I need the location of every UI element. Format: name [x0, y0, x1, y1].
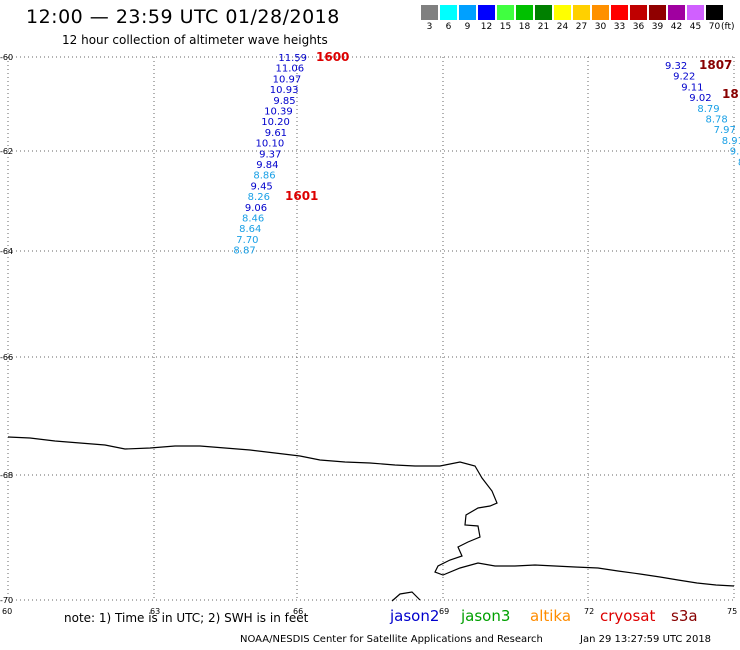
wave-height-value: 8.87 [233, 246, 255, 257]
wave-height-value: 10.10 [256, 139, 285, 150]
wave-height-value: 10.93 [270, 85, 299, 96]
scale-label: 24 [556, 22, 569, 32]
scale-swatch [440, 5, 457, 20]
generated-timestamp: Jan 29 13:27:59 UTC 2018 [580, 634, 712, 645]
scale-label: 30 [594, 22, 607, 32]
scale-unit: (ft) [721, 22, 735, 32]
scale-label: 15 [499, 22, 512, 32]
wave-height-value: 9.11 [681, 82, 703, 93]
wave-height-value: 8.86 [253, 171, 275, 182]
lon-tick-label: 72 [584, 607, 594, 616]
lat-lon-grid: -60 -62 -64 -66 -68 -70 60 63 66 69 72 75 [0, 53, 737, 616]
wave-height-value: 7.97 [714, 125, 736, 136]
scale-label: 3 [426, 22, 433, 32]
pass-time-label: 1807 [699, 58, 732, 72]
lon-tick-label: 66 [293, 607, 303, 616]
lat-tick-label: -68 [0, 471, 13, 480]
wave-height-value: 9.61 [265, 128, 287, 139]
scale-swatch [516, 5, 533, 20]
lat-tick-label: -66 [0, 353, 13, 362]
scale-label: 18 [518, 22, 531, 32]
legend-jason2: jason2 [390, 607, 440, 625]
scale-swatch [611, 5, 628, 20]
scale-swatch [687, 5, 704, 20]
wave-height-value: 10.39 [264, 107, 293, 118]
wave-height-value: 8.91 [722, 136, 740, 147]
wave-height-value: 10.20 [261, 117, 290, 128]
map-subtitle: 12 hour collection of altimeter wave hei… [62, 33, 328, 47]
wave-height-value: 9.0 [730, 147, 740, 158]
scale-swatch [630, 5, 647, 20]
wave-height-value: 9.84 [256, 160, 278, 171]
lat-tick-label: -70 [0, 596, 13, 605]
wave-height-value: 11.59 [278, 53, 307, 64]
scale-label: 6 [445, 22, 452, 32]
wave-height-value: 8.64 [239, 224, 261, 235]
wave-height-value: 9.37 [259, 149, 281, 160]
map-title: 12:00 — 23:59 UTC 01/28/2018 [26, 6, 340, 28]
lat-tick-label: -60 [0, 53, 13, 62]
pass-time-label: 1600 [316, 50, 349, 64]
scale-swatch [478, 5, 495, 20]
lat-tick-label: -64 [0, 247, 13, 256]
wave-height-value: 8.79 [697, 104, 719, 115]
scale-swatch [649, 5, 666, 20]
scale-label: 39 [651, 22, 664, 32]
wave-height-value: 9.02 [689, 93, 711, 104]
pass-time-label: 1601 [285, 189, 318, 203]
wave-height-value: 8.46 [242, 214, 264, 225]
wave-height-value: 10.97 [273, 74, 302, 85]
scale-label: 33 [613, 22, 626, 32]
scale-label: 12 [480, 22, 493, 32]
lon-tick-label: 75 [727, 607, 737, 616]
scale-swatch [459, 5, 476, 20]
scale-label: 45 [689, 22, 702, 32]
coastline [7, 436, 735, 587]
pass-time-labels: 1600 1601 1807 18 [285, 50, 739, 203]
wave-height-value: 9.06 [245, 203, 267, 214]
wave-height-value: 9.45 [251, 181, 273, 192]
wave-height-value: 7.70 [236, 235, 258, 246]
wave-height-value: 8.78 [706, 115, 728, 126]
pass-time-label: 18 [722, 87, 739, 101]
altimeter-observations: 11.5911.0610.9710.939.8510.3910.209.6110… [233, 53, 740, 257]
scale-label: 9 [464, 22, 471, 32]
scale-label: 36 [632, 22, 645, 32]
legend-jason3: jason3 [461, 607, 511, 625]
wave-height-value: 9.32 [665, 61, 687, 72]
scale-label: 42 [670, 22, 683, 32]
scale-swatch [573, 5, 590, 20]
legend-altika: altika [530, 607, 572, 625]
scale-label: 70 [708, 22, 721, 32]
legend-cryosat: cryosat [600, 607, 656, 625]
units-note: note: 1) Time is in UTC; 2) SWH is in fe… [64, 611, 309, 625]
scale-label: 21 [537, 22, 550, 32]
wave-height-value: 8.26 [248, 192, 270, 203]
lon-tick-label: 63 [150, 607, 160, 616]
scale-swatch [535, 5, 552, 20]
scale-label: 27 [575, 22, 588, 32]
satellite-legend: jason2 jason3 altika cryosat s3a [0, 607, 740, 627]
scale-swatch [421, 5, 438, 20]
wave-height-value: 9.22 [673, 72, 695, 83]
coastline-fragment [391, 591, 421, 602]
legend-s3a: s3a [671, 607, 698, 625]
lat-tick-label: -62 [0, 147, 13, 156]
wave-height-value: 8 [738, 157, 740, 168]
credit-line: NOAA/NESDIS Center for Satellite Applica… [240, 634, 543, 645]
lon-tick-label: 60 [2, 607, 12, 616]
scale-swatch [554, 5, 571, 20]
scale-swatch [668, 5, 685, 20]
wave-height-value: 11.06 [276, 64, 305, 75]
wave-height-value: 9.85 [273, 96, 295, 107]
scale-swatch [497, 5, 514, 20]
scale-swatch [706, 5, 723, 20]
scale-swatch [592, 5, 609, 20]
lon-tick-label: 69 [439, 607, 449, 616]
